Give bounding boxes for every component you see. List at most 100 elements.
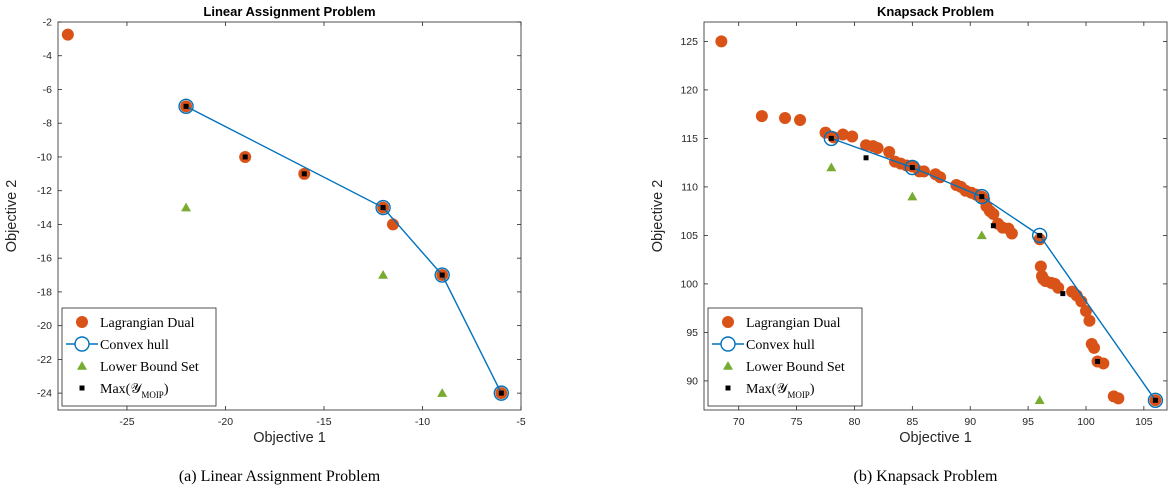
legend-label: Convex hull — [746, 338, 815, 353]
y-tick-label: 90 — [686, 375, 698, 387]
y-tick-label: 105 — [680, 230, 698, 242]
y-axis-label: Objective 2 — [4, 180, 20, 253]
x-tick-label: -15 — [316, 416, 331, 428]
y-tick-label: 120 — [680, 84, 698, 96]
legend-marker-hull — [74, 336, 90, 352]
max-moip-point — [990, 223, 996, 229]
legend-label: Lagrangian Dual — [100, 316, 195, 331]
x-tick-label: 85 — [907, 416, 919, 428]
max-moip-point — [1037, 232, 1043, 238]
max-moip-point — [380, 205, 386, 211]
legend-label: Convex hull — [100, 338, 169, 353]
max-moip-point — [439, 272, 445, 278]
lagrangian-dual-point — [883, 145, 896, 158]
x-axis-label: Objective 1 — [253, 430, 326, 446]
plot-marks — [715, 35, 1164, 408]
x-tick-label: 75 — [791, 416, 803, 428]
y-tick-label: -12 — [37, 185, 52, 197]
lagrangian-dual-point — [1097, 357, 1110, 370]
y-axis-label: Objective 2 — [650, 180, 666, 253]
lagrangian-dual-point — [794, 113, 807, 126]
x-tick-label: -25 — [119, 416, 134, 428]
lagrangian-dual-point — [917, 165, 930, 178]
lagrangian-dual-point — [987, 208, 1000, 221]
legend-marker-lowerbound — [77, 361, 87, 370]
convex-hull-line — [185, 105, 502, 394]
y-tick-label: -20 — [37, 320, 52, 332]
max-moip-point — [979, 194, 985, 200]
convex-hull-point — [1031, 227, 1048, 244]
legend-label: Lower Bound Set — [100, 360, 199, 375]
max-moip-point — [1060, 291, 1066, 297]
convex-hull-point — [974, 188, 990, 205]
lower-bound-point — [437, 388, 448, 397]
x-tick-label: 95 — [1022, 416, 1034, 428]
lower-bound-point — [181, 202, 192, 212]
legend-marker-lagrangian — [76, 316, 88, 328]
legend-label: Lagrangian Dual — [746, 316, 841, 331]
y-tick-label: 110 — [681, 181, 698, 193]
lagrangian-dual-point — [1005, 227, 1018, 240]
chart-title: Knapsack Problem — [877, 4, 994, 19]
legend: Lagrangian Dual Convex hull Lower Bound Se… — [707, 307, 863, 407]
x-tick-label: 90 — [964, 416, 976, 428]
legend-marker-max — [725, 385, 731, 391]
y-tick-label: -18 — [37, 286, 52, 298]
y-tick-label: 95 — [686, 327, 698, 339]
legend-marker-lagrangian — [722, 316, 734, 328]
figure-caption: (b) Knapsack Problem — [854, 468, 999, 485]
chart-2: 70 75 80 85 90 95 100 105 90 95 100 105 110 115 120 125… — [650, 4, 1168, 485]
legend-marker-max — [79, 385, 85, 391]
lagrangian-dual-point — [1034, 260, 1047, 273]
y-tick-label: -24 — [37, 388, 52, 400]
max-moip-point — [828, 135, 834, 141]
convex-hull-point — [493, 385, 509, 401]
lagrangian-dual-point — [1083, 314, 1096, 327]
y-tick-label: 100 — [680, 278, 698, 290]
lagrangian-dual-point — [1088, 341, 1101, 354]
legend: Lagrangian Dual Convex hull Lower Bound Se… — [61, 307, 217, 407]
figure-caption: (a) Linear Assignment Problem — [179, 468, 381, 485]
lagrangian-dual-point — [836, 128, 849, 141]
legend-label: Lower Bound Set — [746, 360, 845, 375]
lower-bound-point — [1034, 395, 1045, 405]
lagrangian-dual-point — [1052, 281, 1065, 294]
legend-marker-lowerbound — [723, 361, 733, 370]
max-moip-point — [909, 165, 915, 170]
lower-bound-point — [907, 191, 918, 201]
x-axis-label: Objective 1 — [899, 430, 972, 446]
x-tick-label: 80 — [849, 416, 861, 428]
x-tick-label: -20 — [218, 416, 233, 428]
legend-box — [61, 307, 217, 407]
convex-hull-point — [1147, 392, 1164, 408]
lower-bound-point — [976, 230, 987, 240]
y-tick-label: -14 — [37, 219, 52, 231]
x-tick-label: -10 — [415, 416, 430, 428]
lagrangian-dual-point — [1079, 305, 1092, 318]
y-tick-label: -16 — [37, 253, 52, 265]
max-moip-point — [1152, 397, 1158, 403]
y-tick-label: -6 — [43, 84, 52, 96]
convex-hull-point — [434, 267, 450, 283]
plot-marks — [61, 28, 509, 401]
max-moip-point — [863, 155, 869, 161]
chart-title: Linear Assignment Problem — [203, 4, 375, 19]
convex-hull-point — [904, 159, 921, 176]
legend-marker-hull — [720, 336, 736, 352]
lagrangian-dual-point — [846, 130, 859, 143]
x-tick-label: -5 — [516, 416, 525, 428]
max-moip-point — [498, 390, 504, 396]
convex-hull-point — [178, 98, 194, 115]
y-tick-label: 115 — [681, 133, 698, 145]
max-moip-point — [301, 171, 307, 177]
convex-hull-point — [375, 199, 391, 216]
max-moip-point — [242, 154, 248, 160]
lagrangian-dual-point — [779, 112, 792, 125]
x-tick-label: 100 — [1077, 416, 1095, 428]
y-tick-label: -10 — [37, 151, 52, 163]
lagrangian-dual-point — [715, 35, 728, 48]
max-moip-point — [1095, 359, 1101, 364]
lagrangian-dual-point — [755, 110, 768, 123]
x-tick-label: 70 — [733, 416, 745, 428]
